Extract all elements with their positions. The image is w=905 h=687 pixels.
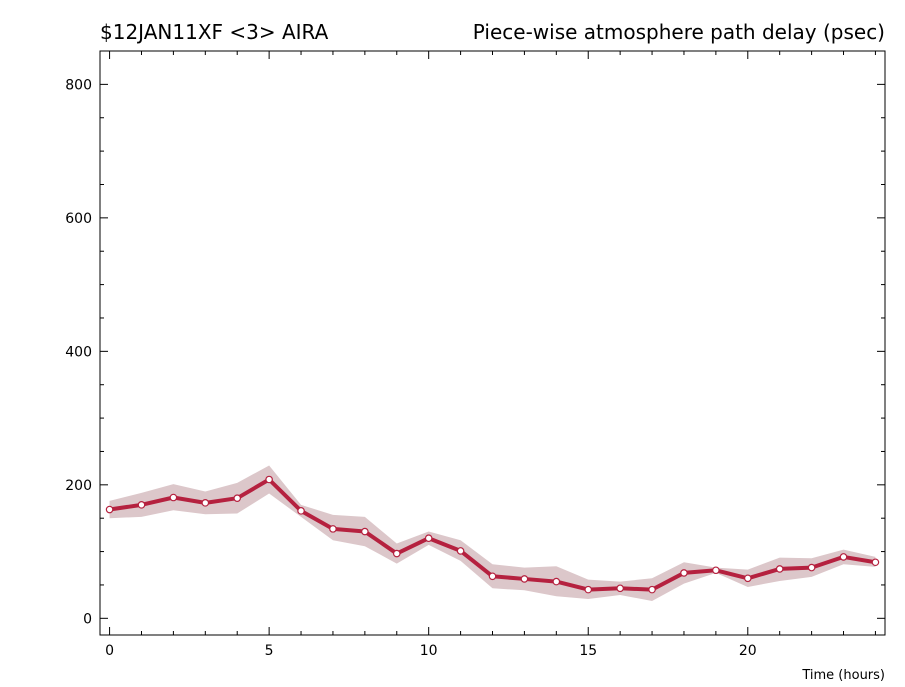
data-point <box>648 585 656 594</box>
data-point <box>297 507 305 515</box>
data-point <box>361 527 369 536</box>
y-tick-label: 0 <box>83 611 92 627</box>
y-tick-label: 400 <box>65 344 92 360</box>
data-point <box>807 563 816 572</box>
x-tick-label: 0 <box>105 643 114 659</box>
data-point <box>743 574 752 583</box>
chart-title-right: Piece-wise atmosphere path delay (psec) <box>473 20 885 44</box>
data-point <box>520 575 529 583</box>
data-point <box>424 534 433 543</box>
plot-frame <box>99 50 886 636</box>
x-tick-label: 15 <box>579 643 597 659</box>
chart-title-left: $12JAN11XF <3> AIRA <box>100 20 329 44</box>
data-point <box>839 553 848 561</box>
data-point <box>680 569 688 577</box>
data-point <box>265 475 273 484</box>
data-point <box>488 572 497 581</box>
y-tick-label: 600 <box>65 211 92 227</box>
y-tick-label: 200 <box>65 478 92 494</box>
error-band <box>109 465 876 601</box>
data-point-layer <box>105 475 880 594</box>
data-point <box>137 501 146 509</box>
data-point <box>552 577 561 586</box>
data-point <box>616 584 624 593</box>
x-axis-label: Time (hours) <box>801 668 885 683</box>
y-tick-label: 800 <box>65 77 92 93</box>
data-point <box>201 499 210 507</box>
data-point <box>712 566 720 575</box>
data-point <box>456 547 465 555</box>
data-point <box>233 494 242 502</box>
error-band-layer <box>109 465 876 601</box>
data-point <box>871 558 880 567</box>
data-point <box>584 585 593 594</box>
data-point <box>169 493 178 502</box>
data-point <box>775 565 784 573</box>
data-point <box>392 549 401 558</box>
data-point <box>329 525 337 533</box>
x-tick-label: 10 <box>420 643 438 659</box>
data-point <box>105 505 114 514</box>
x-tick-label: 20 <box>739 643 757 659</box>
x-tick-label: 5 <box>265 643 274 659</box>
